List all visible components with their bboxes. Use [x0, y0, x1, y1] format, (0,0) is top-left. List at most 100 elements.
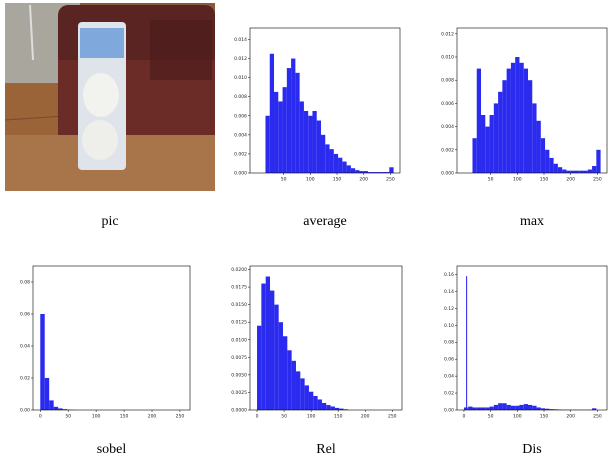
x-tick-label: 50 [488, 414, 494, 420]
bar [320, 134, 326, 173]
y-tick-label: 0.006 [441, 101, 454, 107]
bar [313, 395, 318, 410]
y-tick-label: 0.004 [441, 124, 454, 130]
x-tick-label: 50 [281, 177, 287, 183]
bar [523, 404, 528, 410]
bar [510, 62, 516, 173]
bar [308, 115, 313, 173]
bar [489, 406, 494, 410]
bar [299, 101, 304, 173]
bar [553, 409, 558, 410]
bar [278, 101, 283, 173]
bar [321, 402, 327, 410]
bar [265, 115, 270, 173]
bar [545, 149, 550, 173]
bar [579, 170, 584, 173]
x-tick-label: 250 [176, 414, 185, 420]
x-tick-label: 200 [148, 414, 157, 420]
y-tick-label: 0.0150 [231, 302, 247, 308]
bar [506, 404, 511, 410]
bar [493, 404, 499, 410]
y-tick-label: 0.014 [234, 37, 247, 43]
bar [58, 408, 63, 410]
bar [519, 62, 524, 173]
bar [257, 325, 262, 410]
y-tick-label: 0.10 [444, 323, 454, 329]
bar [485, 126, 490, 173]
bar [334, 407, 340, 410]
caption: sobel [97, 442, 127, 457]
x-tick-label: 100 [513, 177, 522, 183]
y-tick-label: 0.08 [444, 340, 454, 346]
x-tick-label: 250 [593, 414, 602, 420]
bar [481, 115, 486, 173]
bar [472, 138, 477, 173]
y-tick-label: 0.008 [441, 78, 454, 84]
y-tick-label: 0.00 [444, 408, 454, 414]
axes-frame [249, 265, 403, 411]
bar [389, 167, 394, 173]
y-tick-label: 0.08 [20, 280, 30, 286]
bar [265, 276, 271, 410]
y-tick-label: 0.0025 [231, 390, 247, 396]
axes-frame [32, 265, 191, 411]
y-tick-label: 0.06 [20, 312, 30, 318]
y-tick-label: 0.06 [444, 357, 454, 363]
bar [557, 167, 563, 173]
bar [502, 403, 507, 410]
bar [274, 91, 279, 173]
x-tick-label: 200 [566, 177, 575, 183]
bar [570, 170, 575, 173]
bar [545, 408, 550, 410]
y-tick-label: 0.04 [444, 374, 454, 380]
bar [472, 407, 477, 410]
y-tick-label: 0.000 [441, 171, 454, 177]
caption: Rel [316, 442, 336, 457]
bar [592, 166, 597, 173]
bar [566, 170, 571, 173]
bar [506, 68, 511, 173]
bar [300, 378, 305, 410]
bar [343, 409, 348, 410]
axes-frame [249, 27, 401, 174]
y-tick-label: 0.02 [444, 391, 454, 397]
bar [481, 407, 486, 410]
y-tick-label: 0.006 [234, 113, 247, 119]
bar [53, 406, 59, 410]
y-tick-label: 0.14 [444, 289, 454, 295]
x-tick-label: 150 [334, 414, 343, 420]
bar [261, 283, 266, 410]
bar [316, 120, 321, 173]
bar [359, 171, 364, 173]
axes-frame [456, 27, 608, 174]
bar [339, 408, 344, 410]
bar [574, 170, 580, 173]
y-tick-label: 0.002 [441, 147, 454, 153]
bar [274, 304, 279, 410]
bar [592, 408, 597, 410]
y-tick-label: 0.012 [234, 56, 247, 62]
y-tick-label: 0.0175 [231, 285, 247, 291]
bar [463, 407, 467, 410]
bar [40, 314, 45, 410]
y-tick-label: 0.010 [234, 75, 247, 81]
x-tick-label: 250 [386, 177, 395, 183]
x-tick-label: 150 [540, 414, 549, 420]
bar [498, 91, 503, 173]
bar [312, 110, 317, 173]
bar [485, 407, 490, 410]
bar [287, 350, 292, 410]
bar [583, 170, 588, 173]
x-tick-label: 50 [281, 414, 287, 420]
bar [532, 103, 537, 173]
x-tick-label: 0 [39, 414, 42, 420]
bar [498, 403, 503, 410]
y-tick-label: 0.010 [441, 55, 454, 61]
bar [527, 80, 533, 173]
y-tick-label: 0.0200 [231, 267, 247, 273]
y-tick-label: 0.16 [444, 272, 454, 278]
bar [303, 110, 309, 173]
bar [329, 149, 334, 173]
x-tick-label: 100 [306, 177, 315, 183]
